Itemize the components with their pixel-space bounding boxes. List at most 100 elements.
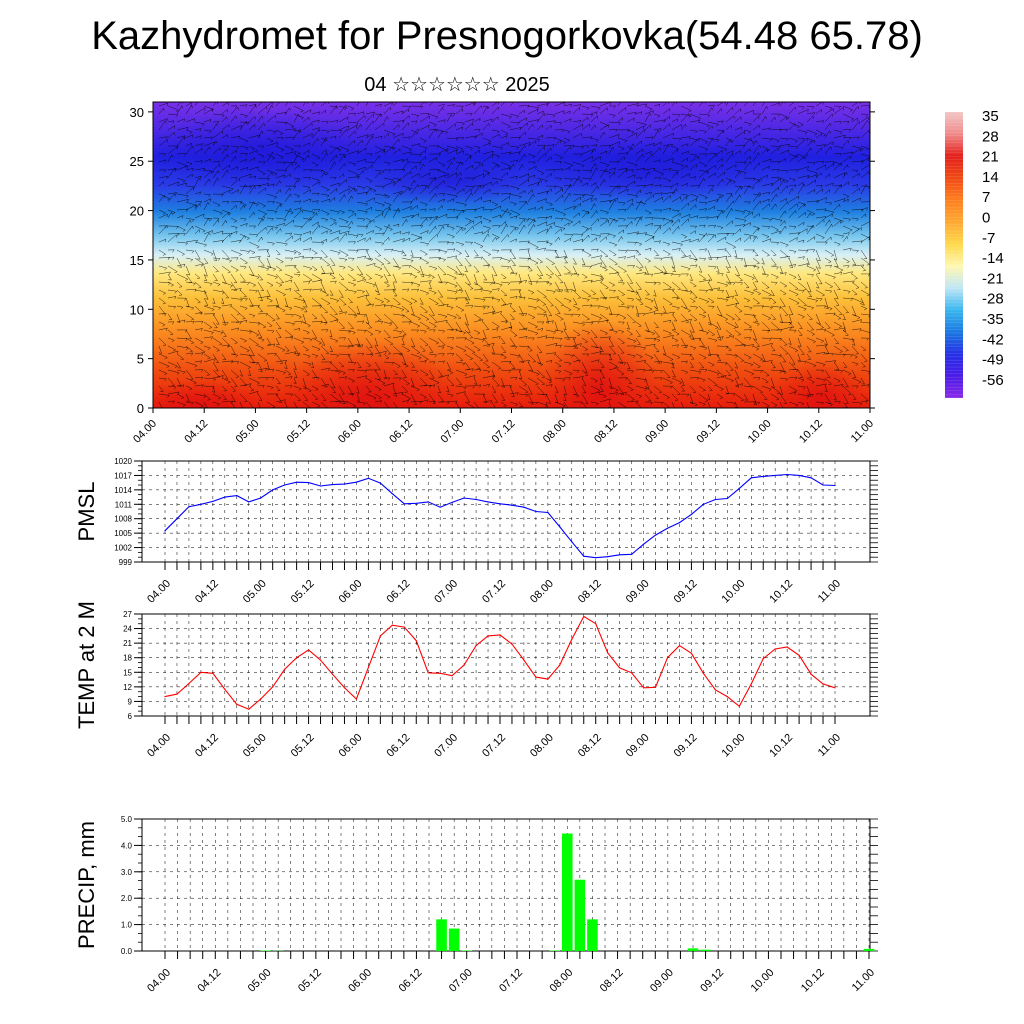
- data-point: [403, 503, 405, 505]
- data-point: [188, 506, 190, 508]
- precip-bar: [587, 919, 598, 951]
- data-point: [714, 498, 716, 501]
- x-tick-label: 09.00: [643, 418, 671, 446]
- colorbar-label: -7: [982, 230, 995, 247]
- data-point: [631, 553, 633, 555]
- y-tick-label: 2.0: [121, 894, 133, 903]
- data-point: [487, 635, 489, 637]
- data-point: [415, 640, 417, 642]
- colorbar-label: 35: [982, 108, 999, 125]
- data-point: [475, 644, 477, 647]
- data-point: [260, 497, 262, 499]
- y-tick-label: 18: [123, 654, 132, 663]
- data-point: [331, 673, 334, 675]
- data-point: [666, 657, 669, 659]
- x-tick-label: 05.12: [289, 732, 317, 760]
- cold-core: [530, 140, 770, 200]
- data-point: [607, 556, 609, 558]
- y-tick-label: 1014: [114, 486, 132, 495]
- x-tick-label: 11.00: [816, 578, 843, 605]
- x-tick-label: 08.00: [528, 578, 556, 606]
- x-tick-label: 10.12: [767, 578, 795, 606]
- data-point: [642, 543, 645, 545]
- x-tick-label: 05.12: [289, 578, 317, 606]
- y-tick-label: 0.0: [121, 947, 133, 956]
- x-tick-label: 09.00: [648, 967, 676, 995]
- data-point: [260, 698, 262, 700]
- cold-core: [370, 155, 530, 205]
- data-point: [834, 687, 836, 689]
- x-tick-label: 07.00: [432, 578, 460, 606]
- data-point: [367, 666, 369, 669]
- data-point: [355, 481, 358, 483]
- warm-core: [770, 360, 870, 408]
- y-tick-label: 1011: [115, 500, 133, 509]
- data-point: [296, 481, 298, 483]
- x-tick-label: 08.12: [592, 418, 620, 446]
- colorbar-label: -21: [982, 270, 1004, 287]
- precip-bar: [260, 950, 271, 951]
- y-tick-label: 5.0: [121, 815, 133, 824]
- data-point: [678, 644, 681, 647]
- x-tick-label: 08.00: [528, 732, 556, 760]
- data-point: [475, 498, 477, 501]
- x-tick-label: 09.00: [624, 732, 652, 760]
- x-tick-label: 05.12: [285, 418, 313, 446]
- precip-bar: [448, 928, 460, 951]
- x-tick-label: 11.00: [849, 418, 876, 445]
- data-point: [810, 477, 812, 479]
- data-point: [307, 649, 310, 651]
- y-tick-label: 25: [130, 154, 144, 169]
- data-point: [798, 474, 800, 477]
- data-point: [642, 687, 645, 689]
- x-tick-label: 07.12: [480, 732, 508, 760]
- data-point: [559, 526, 561, 528]
- data-point: [236, 495, 238, 497]
- data-point: [331, 483, 334, 486]
- data-point: [307, 482, 310, 484]
- data-point: [391, 493, 393, 495]
- warm-core: [280, 340, 460, 408]
- data-point: [726, 695, 728, 698]
- data-point: [272, 686, 274, 688]
- x-tick-label: 10.12: [797, 418, 825, 446]
- data-point: [678, 521, 681, 524]
- panel-frame: [141, 460, 871, 563]
- warm-core: [540, 320, 660, 408]
- colorbar-label: -35: [982, 311, 1004, 328]
- y-tick-label: 30: [130, 105, 144, 120]
- x-tick-label: 10.00: [749, 967, 777, 995]
- data-point: [427, 501, 429, 503]
- colorbar-label: 28: [982, 128, 999, 145]
- data-point: [319, 659, 322, 661]
- data-point: [822, 683, 824, 685]
- data-point: [726, 497, 728, 500]
- precip-panel: 0.0 1.0 2.0 3.0 4.0 5.0 04.00 04.12 05.00 05.12 06…: [74, 815, 878, 995]
- data-point: [535, 510, 537, 513]
- data-point: [176, 693, 178, 695]
- x-tick-label: 06.12: [384, 578, 412, 606]
- data-point: [451, 501, 453, 503]
- x-tick-label: 05.00: [246, 967, 274, 995]
- data-point: [224, 496, 226, 498]
- x-tick-label: 04.00: [145, 967, 173, 995]
- x-tick-label: 05.00: [241, 732, 269, 760]
- x-tick-label: 09.12: [672, 578, 700, 606]
- x-tick-label: 09.12: [698, 967, 726, 995]
- data-point: [463, 497, 465, 499]
- wind-barbs: [158, 102, 870, 408]
- y-tick-label: 27: [123, 610, 132, 619]
- data-point: [343, 483, 346, 485]
- data-point: [774, 474, 776, 477]
- data-point: [738, 705, 740, 707]
- data-point: [654, 534, 657, 536]
- data-point: [654, 686, 657, 688]
- data-point: [583, 555, 585, 557]
- chart-subtitle: 04 ☆☆☆☆☆☆ 2025: [364, 74, 550, 96]
- x-tick-label: 06.00: [337, 578, 365, 606]
- data-point: [379, 635, 381, 637]
- cross-section-heatmap: [153, 102, 870, 408]
- data-point: [296, 657, 298, 659]
- data-point: [355, 698, 358, 700]
